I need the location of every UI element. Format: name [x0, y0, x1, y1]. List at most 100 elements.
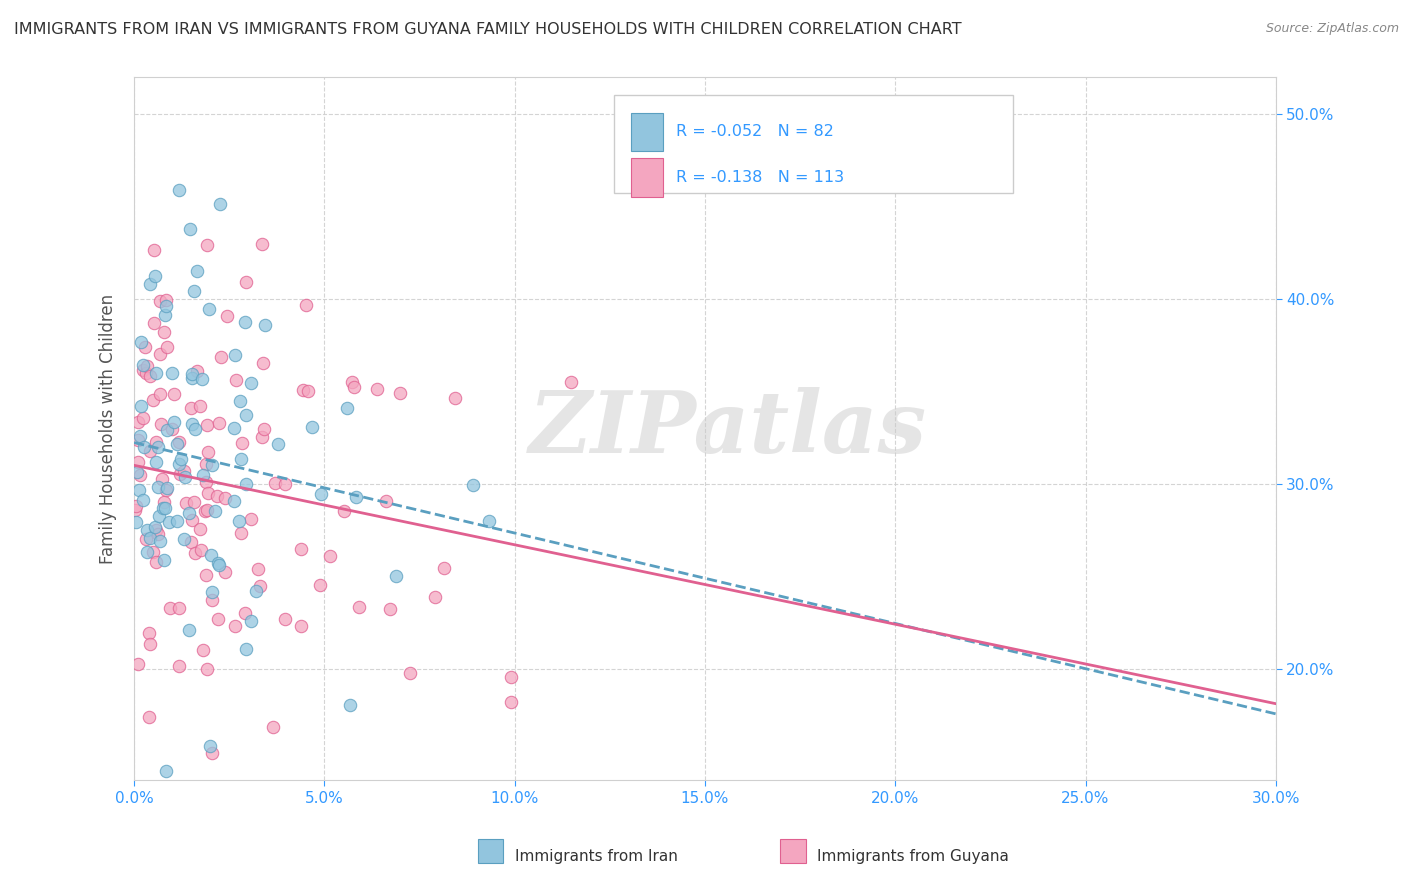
Point: [145, 555, 167, 569]
Point: [308, 578, 330, 592]
Point: [129, 429, 152, 443]
Point: [174, 470, 197, 484]
Point: [201, 458, 224, 473]
Point: [274, 477, 297, 491]
Point: [125, 500, 148, 514]
Point: [319, 549, 342, 563]
Point: [250, 237, 273, 252]
Point: [127, 433, 149, 447]
Point: [191, 468, 214, 483]
Point: [127, 455, 149, 469]
Point: [132, 493, 155, 508]
Point: [252, 356, 274, 370]
Point: [138, 710, 160, 724]
Point: [366, 382, 388, 396]
Point: [145, 455, 167, 469]
Point: [433, 560, 456, 574]
Point: [245, 583, 267, 598]
Point: [190, 542, 212, 557]
Point: [195, 458, 218, 472]
Point: [252, 422, 274, 436]
Point: [142, 316, 165, 330]
Point: [150, 417, 173, 432]
Point: [153, 309, 176, 323]
Point: [155, 483, 177, 497]
Point: [297, 384, 319, 399]
Point: [193, 643, 215, 657]
Point: [153, 494, 176, 508]
Point: [200, 548, 222, 562]
Point: [128, 483, 150, 497]
Point: [148, 508, 170, 523]
Point: [233, 315, 256, 329]
Point: [209, 197, 232, 211]
Point: [233, 606, 256, 620]
Point: [180, 513, 202, 527]
Point: [183, 284, 205, 298]
Point: [198, 302, 221, 317]
Point: [208, 558, 231, 572]
Point: [146, 480, 169, 494]
Point: [499, 670, 522, 684]
Point: [205, 489, 228, 503]
Point: [267, 437, 290, 451]
Point: [155, 299, 177, 313]
Point: [142, 392, 165, 407]
Point: [184, 546, 207, 560]
Point: [339, 698, 361, 712]
Point: [222, 421, 245, 435]
Point: [229, 526, 252, 541]
Point: [207, 416, 229, 430]
Point: [170, 452, 193, 467]
Point: [132, 359, 155, 373]
Point: [159, 600, 181, 615]
Point: [250, 430, 273, 444]
Point: [197, 444, 219, 458]
Text: Immigrants from Guyana: Immigrants from Guyana: [817, 849, 1008, 863]
Point: [195, 568, 218, 582]
Point: [132, 411, 155, 425]
Point: [173, 532, 195, 546]
Point: [135, 366, 157, 380]
Point: [478, 514, 501, 528]
Point: [183, 495, 205, 509]
Text: R = -0.052   N = 82: R = -0.052 N = 82: [676, 124, 834, 139]
Point: [195, 503, 218, 517]
Point: [149, 387, 172, 401]
Point: [173, 464, 195, 478]
Point: [235, 408, 257, 422]
Point: [195, 662, 218, 676]
Point: [201, 584, 224, 599]
Point: [214, 565, 236, 579]
Point: [138, 626, 160, 640]
Text: Source: ZipAtlas.com: Source: ZipAtlas.com: [1265, 22, 1399, 36]
Point: [186, 264, 208, 278]
Point: [145, 435, 167, 450]
Point: [201, 593, 224, 607]
Point: [149, 293, 172, 308]
Point: [127, 416, 149, 430]
Point: [385, 569, 408, 583]
Point: [135, 523, 157, 537]
Point: [499, 695, 522, 709]
Point: [181, 417, 204, 431]
Point: [336, 401, 359, 415]
Point: [235, 476, 257, 491]
Point: [228, 515, 250, 529]
Point: [180, 401, 202, 415]
Point: [461, 477, 484, 491]
Point: [347, 599, 370, 614]
Text: IMMIGRANTS FROM IRAN VS IMMIGRANTS FROM GUYANA FAMILY HOUSEHOLDS WITH CHILDREN C: IMMIGRANTS FROM IRAN VS IMMIGRANTS FROM …: [14, 22, 962, 37]
Text: ZIPatlas: ZIPatlas: [529, 387, 927, 471]
Point: [235, 275, 257, 289]
Point: [160, 367, 183, 381]
Point: [138, 277, 160, 292]
Point: [311, 487, 333, 501]
Point: [340, 375, 363, 389]
Point: [179, 222, 201, 236]
Point: [207, 612, 229, 626]
Point: [149, 533, 172, 548]
Point: [399, 665, 422, 680]
Point: [139, 531, 162, 545]
Point: [143, 269, 166, 284]
